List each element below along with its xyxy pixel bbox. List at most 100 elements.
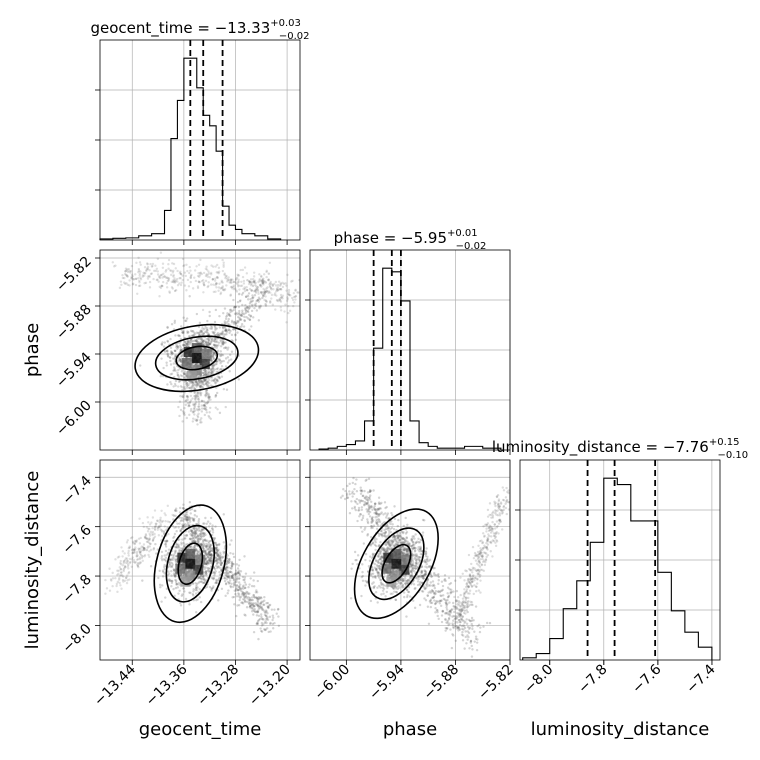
- scatter-point: [386, 586, 389, 590]
- scatter-point: [285, 289, 288, 292]
- scatter-point: [193, 402, 197, 406]
- scatter-point: [418, 559, 422, 563]
- scatter-point: [224, 329, 227, 333]
- scatter-point: [182, 396, 185, 399]
- scatter-point: [195, 381, 198, 384]
- scatter-point: [361, 494, 364, 498]
- scatter-point: [242, 592, 245, 595]
- scatter-point: [284, 282, 287, 285]
- scatter-point: [177, 405, 180, 409]
- scatter-point: [229, 585, 233, 589]
- scatter-point: [188, 386, 191, 390]
- scatter-point: [169, 558, 173, 562]
- scatter-point: [188, 271, 191, 275]
- scatter-point: [202, 374, 206, 377]
- scatter-point: [276, 283, 280, 287]
- scatter-point: [196, 340, 199, 343]
- scatter-point: [197, 263, 201, 267]
- scatter-point: [239, 318, 242, 321]
- scatter-point: [152, 547, 156, 550]
- scatter-point: [170, 353, 173, 356]
- scatter-point: [219, 555, 222, 559]
- scatter-point: [124, 557, 128, 560]
- scatter-point: [198, 391, 202, 394]
- scatter-point: [190, 530, 193, 533]
- scatter-point: [165, 276, 169, 279]
- scatter-point: [281, 294, 285, 297]
- scatter-point: [255, 591, 259, 594]
- scatter-point: [377, 558, 380, 562]
- scatter-point: [226, 574, 229, 578]
- y-tick-label: −7.4: [59, 473, 94, 508]
- scatter-point: [276, 299, 280, 303]
- scatter-point: [413, 606, 417, 610]
- scatter-point: [200, 380, 204, 383]
- scatter-point: [204, 395, 208, 398]
- scatter-point: [176, 582, 179, 586]
- scatter-point: [219, 354, 222, 358]
- scatter-point: [237, 278, 240, 281]
- scatter-point: [142, 549, 145, 552]
- scatter-point: [268, 283, 271, 286]
- scatter-point: [425, 547, 428, 550]
- scatter-point: [139, 547, 142, 550]
- scatter-point: [375, 521, 378, 525]
- scatter-point: [156, 270, 160, 273]
- scatter-point: [207, 551, 211, 554]
- scatter-point: [217, 266, 221, 270]
- scatter-point: [224, 329, 228, 332]
- scatter-point: [147, 527, 150, 530]
- scatter-point: [374, 575, 377, 578]
- scatter-point: [371, 553, 375, 556]
- scatter-point: [191, 411, 195, 414]
- scatter-point: [205, 566, 208, 569]
- scatter-point: [286, 292, 290, 296]
- scatter-point: [402, 548, 406, 551]
- scatter-point: [248, 280, 251, 283]
- scatter-point: [209, 406, 212, 410]
- scatter-point: [217, 554, 220, 557]
- scatter-point: [134, 277, 138, 281]
- scatter-point: [197, 540, 200, 543]
- scatter-point: [218, 556, 221, 559]
- scatter-point: [225, 575, 229, 579]
- scatter-point: [216, 553, 219, 556]
- scatter-point: [168, 558, 172, 561]
- scatter-point: [264, 295, 267, 298]
- scatter-point: [217, 341, 221, 344]
- scatter-point: [251, 296, 254, 300]
- scatter-point: [292, 291, 296, 295]
- scatter-point: [229, 310, 232, 314]
- scatter-point: [200, 417, 203, 420]
- y-tick-label: −5.94: [53, 349, 95, 391]
- scatter-point: [266, 601, 270, 605]
- scatter-point: [223, 547, 227, 550]
- scatter-point: [200, 543, 204, 546]
- scatter-point: [216, 360, 219, 363]
- scatter-point: [177, 380, 181, 384]
- scatter-point: [173, 289, 177, 293]
- scatter-point: [180, 541, 183, 544]
- scatter-point: [394, 598, 397, 601]
- scatter-point: [214, 542, 217, 545]
- scatter-point: [224, 346, 227, 349]
- scatter-point: [383, 534, 386, 538]
- scatter-point: [148, 555, 151, 559]
- scatter-point: [403, 541, 406, 544]
- scatter-point: [250, 606, 254, 609]
- scatter-point: [195, 362, 198, 366]
- scatter-point: [122, 560, 126, 563]
- scatter-point: [207, 281, 210, 284]
- scatter-point: [187, 515, 190, 518]
- scatter-point: [228, 560, 231, 563]
- scatter-point: [160, 529, 163, 532]
- scatter-point: [236, 274, 240, 277]
- scatter-point: [211, 277, 215, 281]
- scatter-point: [279, 299, 282, 302]
- scatter-point: [192, 386, 196, 389]
- scatter-point: [146, 275, 150, 278]
- scatter-point: [230, 339, 233, 342]
- scatter-point: [226, 575, 230, 579]
- scatter-point: [111, 585, 114, 588]
- scatter-point: [199, 576, 202, 579]
